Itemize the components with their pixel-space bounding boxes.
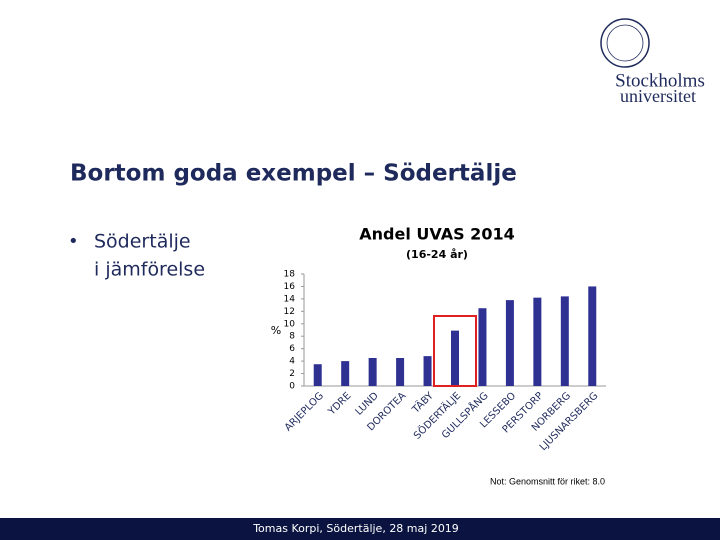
slide-title: Bortom goda exempel – Södertälje (70, 161, 517, 187)
bar (341, 361, 350, 386)
x-tick-label: ARJEPLOG (283, 390, 326, 433)
y-tick-label: 10 (284, 319, 296, 329)
bullet-text: Södertälje (94, 231, 191, 253)
y-tick-label: 12 (284, 307, 295, 317)
bar (396, 358, 405, 386)
y-tick-label: 16 (284, 282, 296, 292)
bullet-dot: • (68, 231, 79, 252)
footer-text: Tomas Korpi, Södertälje, 28 maj 2019 (252, 522, 459, 535)
x-tick-label: GULLSPÅNG (439, 389, 491, 441)
logo-text: Stockholms (615, 70, 705, 91)
bar (533, 297, 542, 386)
bar (451, 330, 459, 386)
chart-title: Andel UVAS 2014 (359, 225, 514, 244)
y-tick-label: 4 (289, 357, 295, 367)
x-tick-label: TÄBY (408, 388, 436, 416)
y-tick-label: 0 (289, 382, 295, 392)
bar (588, 286, 597, 386)
bar (423, 356, 432, 386)
bullet-text: i jämförelse (94, 259, 205, 281)
y-axis-label: % (271, 324, 281, 337)
y-tick-label: 18 (284, 270, 296, 280)
y-tick-label: 2 (289, 369, 295, 379)
y-tick-label: 6 (289, 344, 295, 354)
chart-subtitle: (16-24 år) (406, 248, 468, 261)
bar (560, 296, 569, 386)
y-tick-label: 14 (284, 294, 296, 304)
logo-seal-inner (606, 24, 644, 62)
footer-bar (0, 518, 720, 540)
logo-seal (600, 18, 650, 68)
y-tick-label: 8 (289, 332, 295, 342)
bar (313, 364, 322, 386)
bar (505, 300, 514, 386)
logo: Stockholms universitet (600, 18, 705, 106)
highlight-box (433, 315, 477, 387)
bar (368, 358, 377, 386)
chart-note: Not: Genomsnitt för riket: 8.0 (490, 476, 605, 486)
bar (478, 308, 487, 386)
x-tick-label: YDRE (326, 390, 354, 418)
logo-text: universitet (620, 86, 696, 106)
